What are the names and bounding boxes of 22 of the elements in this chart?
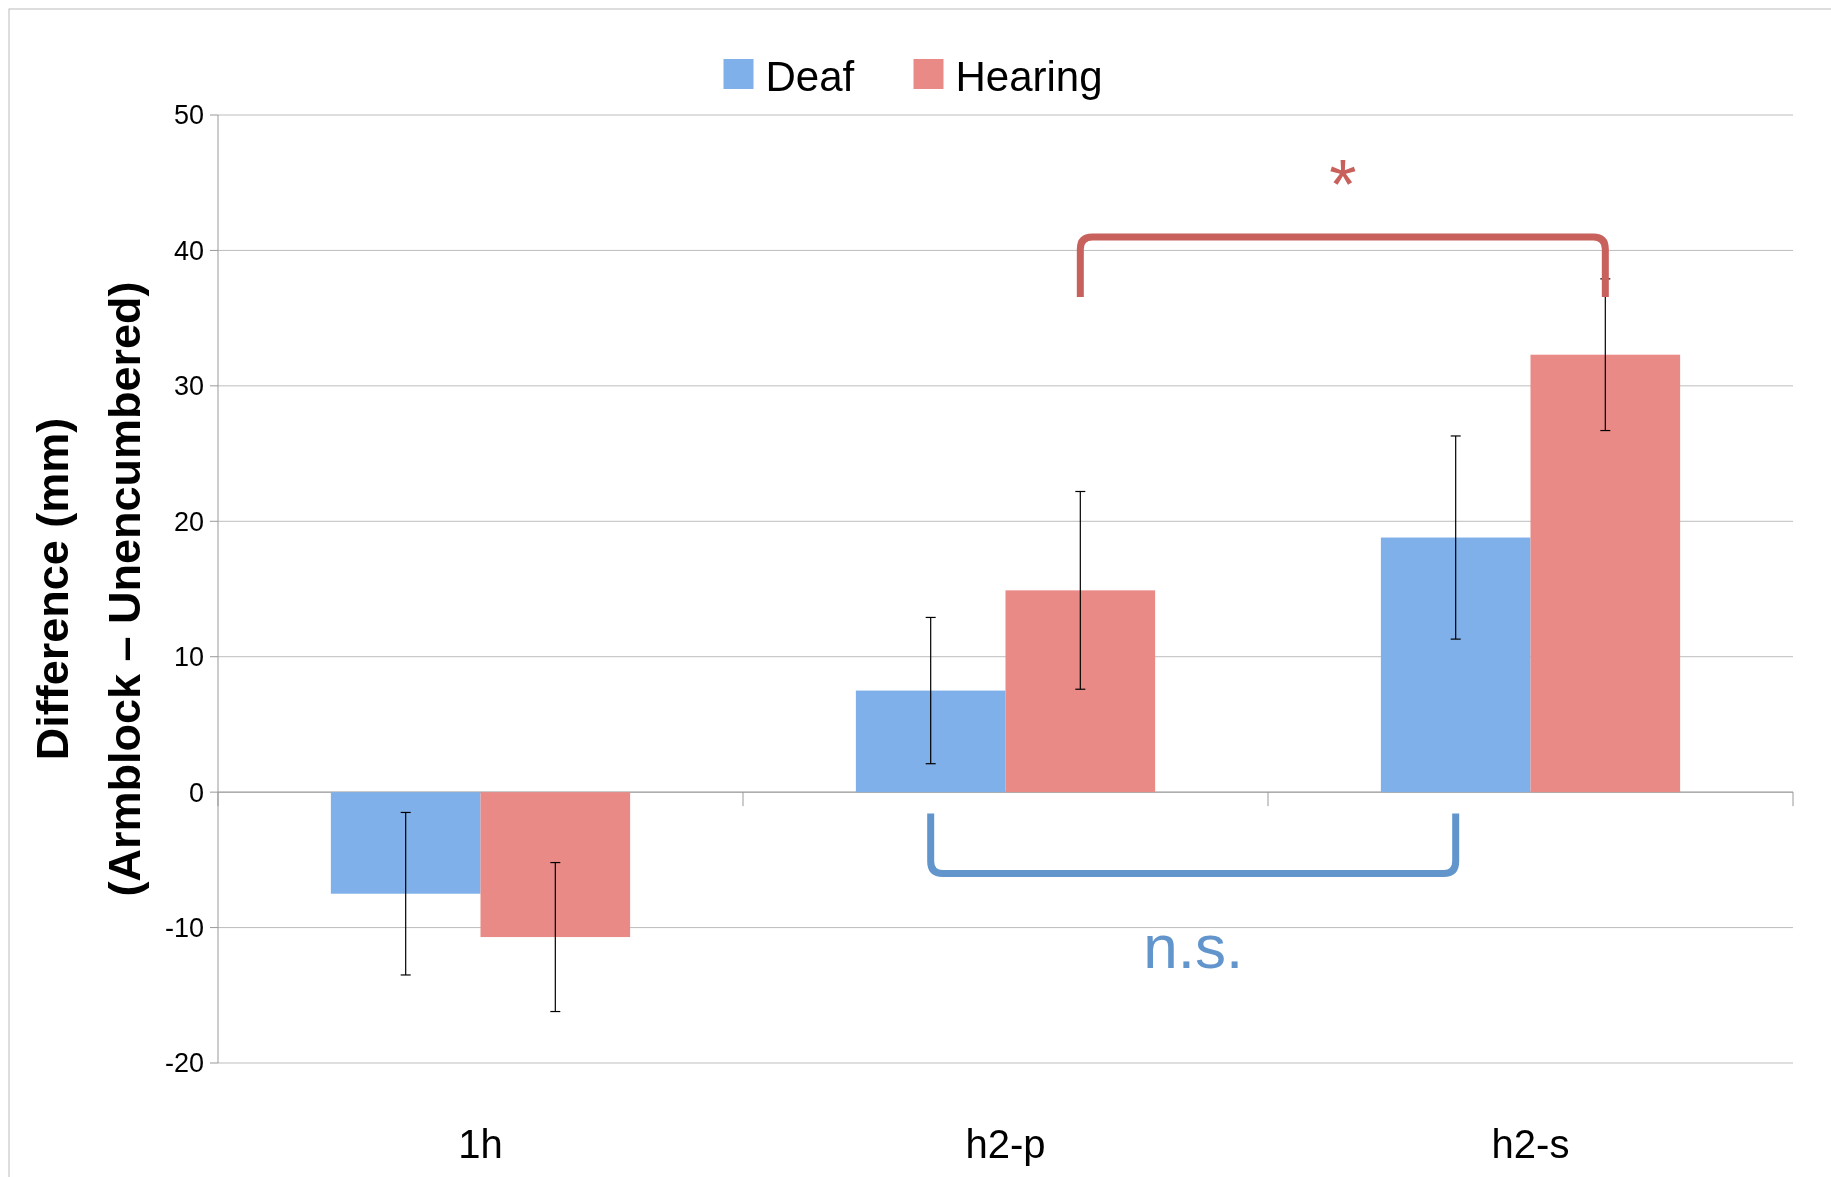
y-tick-label: -20 xyxy=(164,1048,204,1079)
x-tick-label: 1h xyxy=(458,1122,503,1166)
x-tick-label: h2-p xyxy=(965,1122,1046,1166)
bar xyxy=(1005,590,1156,793)
bar xyxy=(480,792,631,938)
y-tick-label: 50 xyxy=(173,100,204,131)
bar xyxy=(855,690,1006,793)
y-axis-title: Difference (mm) (Armblock – Unencumbered) xyxy=(27,281,150,897)
annotation: * xyxy=(1329,145,1357,224)
y-tick-label: 0 xyxy=(188,777,204,808)
bar xyxy=(1530,354,1681,793)
y-tick-label: 40 xyxy=(173,235,204,266)
y-tick-label: 10 xyxy=(173,642,204,673)
y-tick-label: -10 xyxy=(164,913,204,944)
annotation: n.s. xyxy=(1143,912,1244,982)
bar xyxy=(330,792,481,894)
y-tick-label: 20 xyxy=(173,506,204,537)
y-tick-label: 30 xyxy=(173,371,204,402)
legend-label: Deaf xyxy=(765,52,855,100)
bar xyxy=(1380,537,1531,793)
x-tick-label: h2-s xyxy=(1491,1122,1570,1166)
legend-label: Hearing xyxy=(955,52,1103,100)
